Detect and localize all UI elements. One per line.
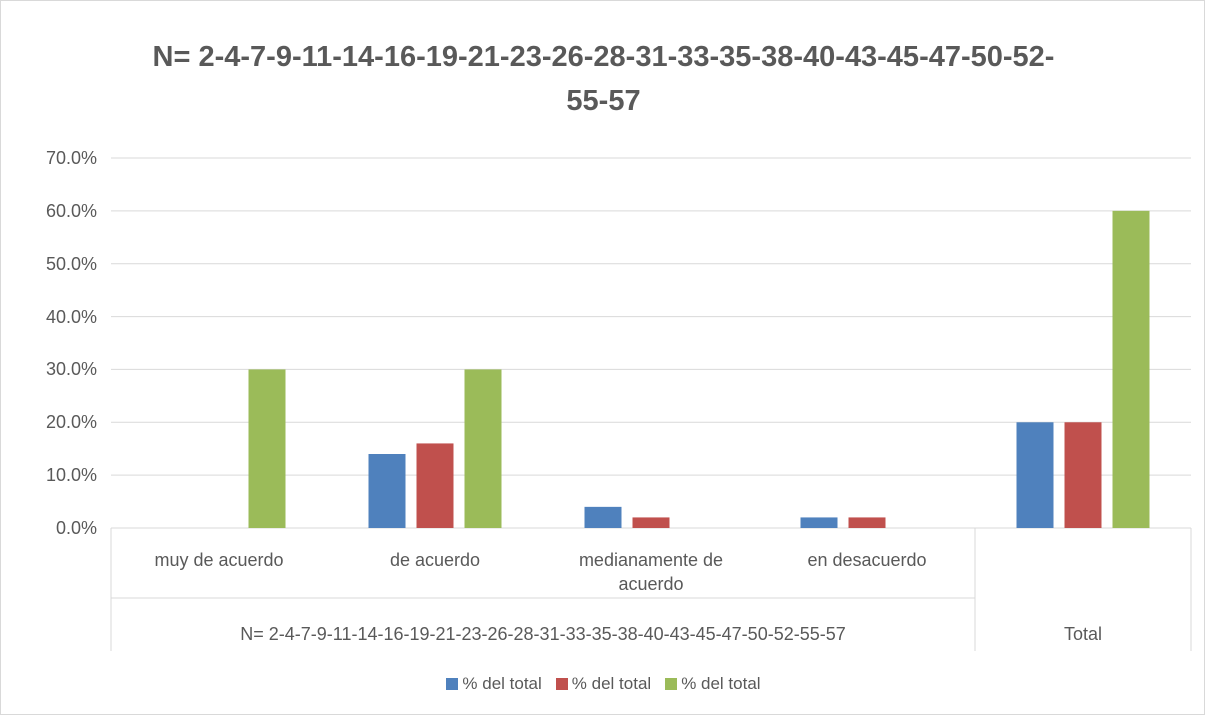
group-label: Total	[1063, 624, 1103, 644]
y-tick-label: 30.0%	[45, 359, 97, 380]
y-tick-label: 20.0%	[45, 412, 97, 433]
y-tick-label: 60.0%	[45, 200, 97, 221]
legend-label: % del total	[681, 674, 761, 693]
bar	[464, 369, 502, 528]
x-tick-label: medianamente de acuerdo	[578, 550, 724, 594]
y-tick-label: 10.0%	[45, 465, 97, 486]
bar	[1016, 422, 1054, 528]
bar	[632, 517, 670, 528]
legend-item: % del total	[446, 674, 542, 694]
x-tick-label: muy de acuerdo	[154, 550, 284, 570]
bar	[368, 454, 406, 528]
group-label: N= 2-4-7-9-11-14-16-19-21-23-26-28-31-33…	[240, 624, 846, 644]
x-tick-label: en desacuerdo	[807, 550, 927, 570]
legend-swatch	[555, 678, 568, 690]
y-tick-label: 70.0%	[45, 148, 97, 168]
legend-item: % del total	[665, 674, 761, 694]
legend-swatch	[446, 678, 459, 690]
bar	[1112, 210, 1150, 528]
legend-item: % del total	[555, 674, 652, 694]
y-tick-label: 40.0%	[45, 306, 97, 327]
bar	[248, 369, 286, 528]
bar	[1064, 422, 1102, 528]
legend-label: % del total	[462, 674, 542, 693]
bar	[416, 443, 454, 528]
x-tick-label: de acuerdo	[389, 550, 481, 570]
y-tick-label: 0.0%	[55, 518, 97, 538]
bar	[848, 517, 886, 528]
legend: % del total % del total % del total	[1, 674, 1204, 694]
legend-swatch	[665, 678, 678, 690]
y-tick-label: 50.0%	[45, 253, 97, 274]
legend-label: % del total	[571, 674, 652, 693]
chart-title: N= 2-4-7-9-11-14-16-19-21-23-26-28-31-33…	[152, 41, 1055, 117]
bar	[584, 506, 622, 528]
bar	[800, 517, 838, 528]
